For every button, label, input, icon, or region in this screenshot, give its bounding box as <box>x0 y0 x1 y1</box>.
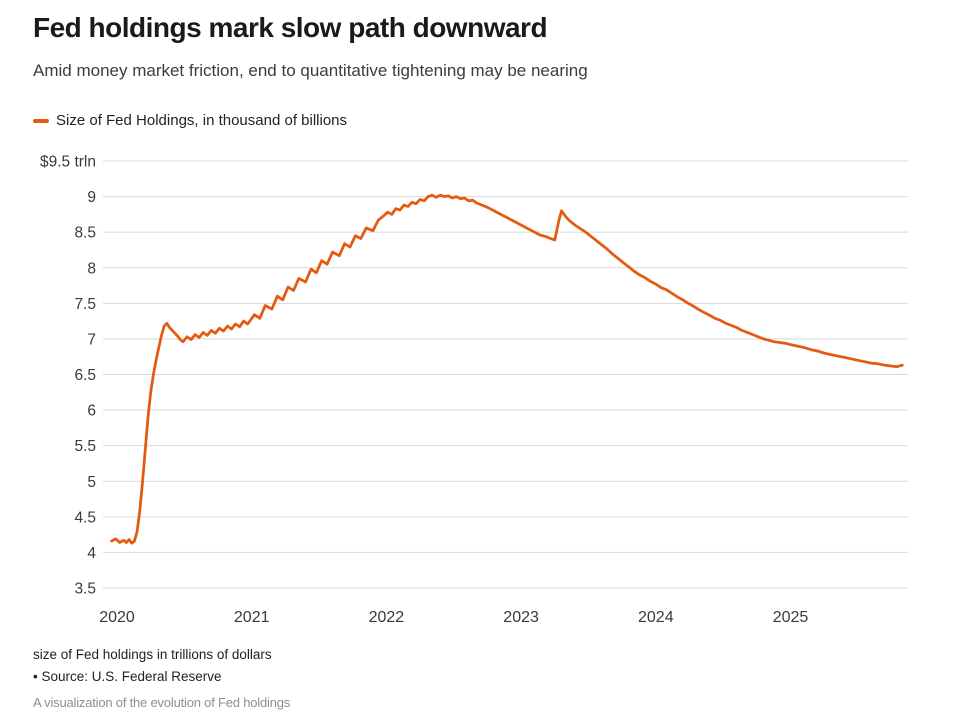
x-axis-tick-label: 2024 <box>638 609 674 626</box>
page-subtitle: Amid money market friction, end to quant… <box>33 61 588 80</box>
y-axis-tick-label: 8.5 <box>74 225 96 242</box>
y-axis-tick-label: 6.5 <box>74 367 96 384</box>
y-axis-tick-label: 8 <box>87 260 96 277</box>
legend: Size of Fed Holdings, in thousand of bil… <box>33 112 347 129</box>
x-axis-tick-label: 2023 <box>503 609 539 626</box>
legend-line-swatch <box>33 118 49 123</box>
y-axis-tick-label: 5.5 <box>74 438 96 455</box>
y-axis-tick-label: 4 <box>87 545 96 562</box>
y-axis-tick-label: 5 <box>87 474 96 491</box>
page-title: Fed holdings mark slow path downward <box>33 12 548 43</box>
y-axis-tick-label: 3.5 <box>74 581 96 598</box>
y-axis-tick-label: $9.5 trln <box>40 154 96 171</box>
visualization-caption: A visualization of the evolution of Fed … <box>33 695 291 710</box>
x-axis-tick-label: 2022 <box>369 609 405 626</box>
source-line: • Source: U.S. Federal Reserve <box>33 669 222 684</box>
x-axis-tick-label: 2025 <box>773 609 809 626</box>
y-axis-tick-label: 7 <box>87 331 96 348</box>
y-axis-tick-label: 9 <box>87 189 96 206</box>
y-axis-tick-label: 7.5 <box>74 296 96 313</box>
legend-label: Size of Fed Holdings, in thousand of bil… <box>56 112 348 129</box>
x-axis-tick-label: 2021 <box>234 609 270 626</box>
chart-footnote: size of Fed holdings in trillions of dol… <box>33 647 272 662</box>
y-axis-tick-label: 4.5 <box>74 509 96 526</box>
x-axis-tick-label: 2020 <box>99 609 135 626</box>
y-axis-tick-label: 6 <box>87 403 96 420</box>
fed-holdings-line <box>110 193 904 545</box>
